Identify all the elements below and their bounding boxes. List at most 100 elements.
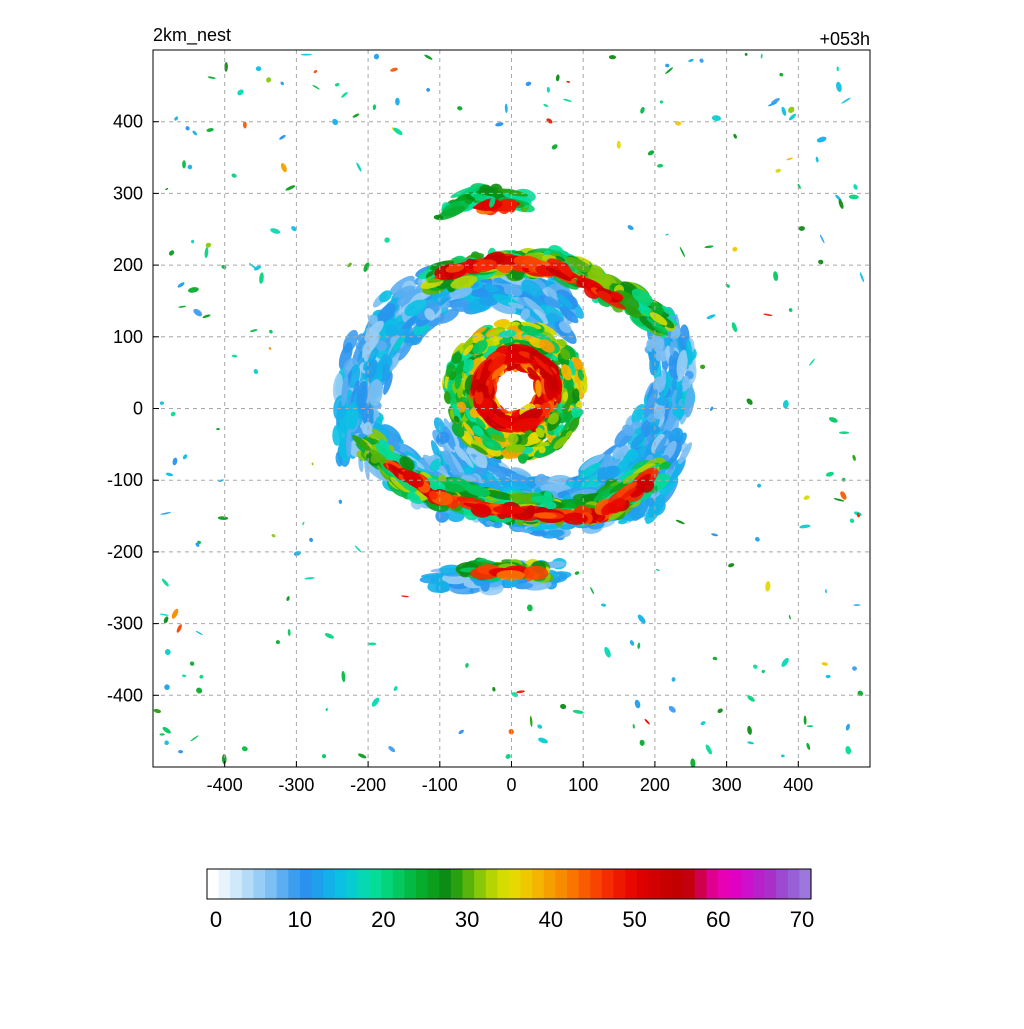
reflectivity-cell	[362, 333, 380, 355]
reflectivity-cell	[395, 97, 400, 106]
reflectivity-cell	[436, 205, 466, 221]
reflectivity-cell	[671, 677, 676, 682]
colorbar-swatch	[509, 869, 522, 899]
reflectivity-cell	[429, 458, 442, 472]
reflectivity-cell	[388, 352, 401, 371]
reflectivity-cell	[465, 662, 469, 668]
colorbar-tick-label: 70	[790, 907, 814, 932]
reflectivity-cell	[177, 282, 185, 288]
colorbar-swatch	[543, 869, 557, 899]
reflectivity-cell	[704, 245, 714, 249]
reflectivity-cell	[622, 472, 639, 484]
colorbar-swatch	[648, 869, 661, 899]
reflectivity-cell	[725, 283, 730, 288]
reflectivity-cell	[546, 118, 553, 124]
reflectivity-cell	[560, 364, 573, 381]
reflectivity-cell	[699, 58, 704, 63]
reflectivity-cell	[747, 741, 755, 745]
reflectivity-cell	[545, 267, 572, 281]
reflectivity-cell	[647, 413, 656, 423]
colorbar	[206, 868, 812, 900]
reflectivity-cell	[597, 290, 613, 302]
reflectivity-cell	[706, 314, 716, 320]
reflectivity-cell	[530, 495, 555, 503]
colorbar-swatch	[241, 869, 255, 899]
reflectivity-cell	[488, 355, 506, 372]
reflectivity-cell	[537, 724, 543, 729]
reflectivity-cell	[455, 444, 474, 468]
reflectivity-cell	[217, 516, 229, 520]
reflectivity-cell	[255, 66, 262, 72]
colorbar-swatch	[334, 869, 347, 899]
reflectivity-cell	[426, 88, 431, 92]
reflectivity-cell	[668, 705, 676, 713]
reflectivity-cell	[192, 130, 198, 136]
reflectivity-cell	[162, 726, 171, 734]
reflectivity-cell	[564, 410, 574, 423]
reflectivity-cell	[475, 199, 503, 211]
reflectivity-cell	[788, 308, 793, 312]
reflectivity-cell	[647, 150, 655, 156]
colorbar-swatch	[230, 869, 243, 899]
reflectivity-cell	[517, 453, 529, 462]
reflectivity-cell	[630, 433, 646, 449]
reflectivity-cell	[572, 388, 580, 401]
reflectivity-cell	[280, 81, 284, 86]
title-right: +053h	[819, 29, 870, 49]
reflectivity-cell	[364, 320, 384, 342]
reflectivity-cell	[515, 582, 534, 590]
reflectivity-cell	[853, 184, 858, 190]
colorbar-swatch	[636, 869, 649, 899]
reflectivity-cell	[624, 304, 642, 318]
reflectivity-cell	[450, 453, 466, 479]
y-tick-label: 100	[113, 327, 143, 347]
reflectivity-cell	[815, 156, 819, 163]
colorbar-swatch	[578, 869, 591, 899]
reflectivity-cell	[755, 537, 760, 542]
reflectivity-cell	[424, 54, 433, 60]
reflectivity-cell	[803, 495, 810, 500]
reflectivity-cell	[178, 305, 187, 308]
reflectivity-cell	[475, 417, 486, 429]
reflectivity-cell	[845, 723, 850, 731]
reflectivity-cell	[159, 733, 165, 736]
reflectivity-cell	[387, 463, 405, 476]
reflectivity-cell	[394, 285, 416, 300]
reflectivity-cell	[600, 603, 607, 607]
reflectivity-cell	[191, 239, 195, 244]
reflectivity-cell	[731, 322, 738, 333]
reflectivity-cell	[529, 715, 533, 727]
y-tick-label: 200	[113, 255, 143, 275]
reflectivity-cell	[489, 197, 496, 208]
reflectivity-cell	[661, 305, 676, 317]
colorbar-swatch	[660, 869, 673, 899]
reflectivity-cell	[464, 407, 475, 423]
reflectivity-cell	[733, 133, 737, 139]
reflectivity-cell	[457, 106, 463, 111]
reflectivity-cell	[825, 589, 827, 594]
colorbar-swatch	[590, 869, 603, 899]
reflectivity-cell	[346, 428, 352, 458]
x-tick-label: -200	[350, 775, 386, 795]
reflectivity-cell	[538, 737, 548, 744]
reflectivity-cell	[853, 604, 861, 606]
reflectivity-cell	[178, 750, 184, 754]
reflectivity-cell	[690, 758, 696, 767]
reflectivity-cell	[852, 666, 857, 671]
reflectivity-cell	[347, 262, 352, 268]
colorbar-swatch	[253, 869, 266, 899]
reflectivity-cell	[368, 379, 383, 406]
reflectivity-cell	[352, 113, 360, 118]
reflectivity-cell	[170, 411, 176, 417]
reflectivity-cell	[521, 325, 540, 335]
reflectivity-cell	[560, 703, 567, 710]
reflectivity-cell	[270, 228, 281, 234]
reflectivity-cell	[490, 434, 506, 442]
reflectivity-cell	[612, 444, 628, 460]
reflectivity-cell	[639, 739, 645, 746]
reflectivity-cell	[185, 126, 190, 131]
reflectivity-cell	[231, 354, 238, 358]
y-tick-label: -400	[107, 685, 143, 705]
reflectivity-cell	[321, 754, 327, 759]
colorbar-swatch	[207, 869, 220, 899]
